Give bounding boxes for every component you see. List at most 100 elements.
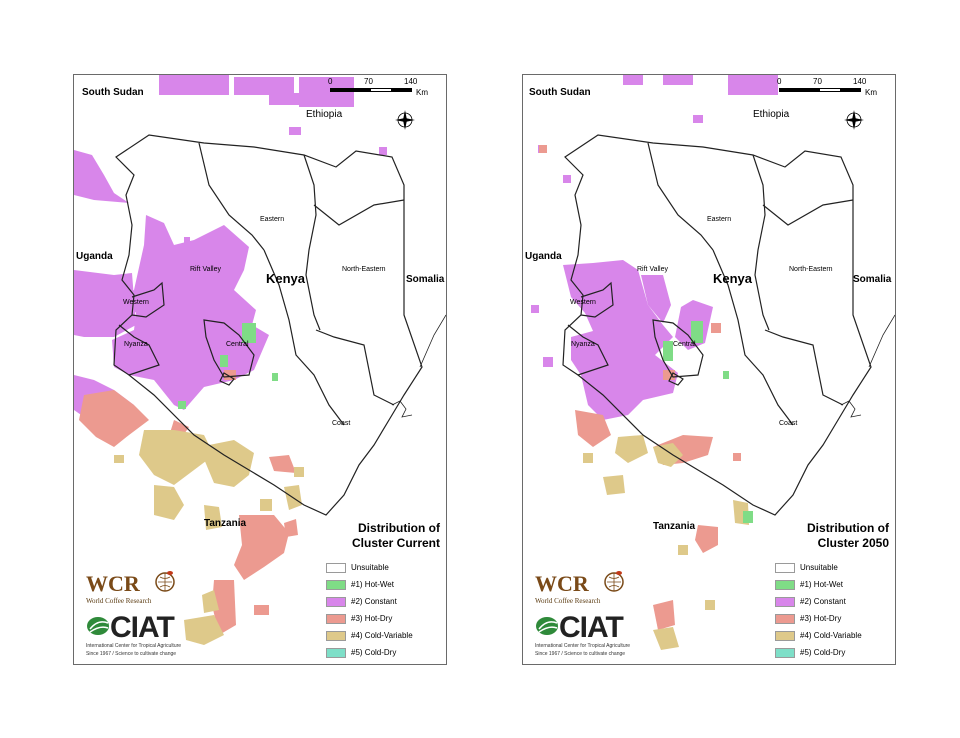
cold-variable-zone [615,435,648,463]
legend-item-constant: #2) Constant [775,593,893,610]
cold-variable-zone [154,485,184,520]
scale-tick: 140 [853,77,867,86]
region-line [764,329,844,406]
region-line [313,199,405,226]
region-line [567,324,609,376]
constant-zone [234,77,294,95]
region-label-central: Central [226,341,249,348]
cold-variable-zone [653,443,683,467]
hot-dry-zone [663,370,675,380]
legend-swatch [326,562,346,573]
place-label-south-sudan: South Sudan [529,87,591,98]
place-label-somalia: Somalia [853,274,892,285]
legend-item-hot-dry: #3) Hot-Dry [775,610,893,627]
legend-swatch [775,630,795,641]
place-label-tanzania: Tanzania [653,521,696,532]
hot-dry-zone [234,515,289,580]
hot-dry-zone [539,145,547,153]
legend-swatch [326,647,346,658]
scale-bar-graphic [779,88,861,92]
legend-title-line2: Cluster 2050 [817,536,889,550]
hot-wet-zone [691,321,703,343]
constant-zone [641,275,671,323]
cold-variable-zone [139,430,214,485]
partner-logos: WCR World Coffee Research CIAT Internati… [529,567,679,663]
constant-zone [531,305,539,313]
hot-dry-zone [79,390,149,447]
region-line [762,199,854,226]
wcr-logo-text: WCR [86,571,140,596]
legend-item-unsuitable: Unsuitable [326,559,444,576]
legend-label: #1) Hot-Wet [800,580,843,589]
region-line [647,142,714,251]
ciat-leaf-icon [536,617,558,635]
legend-label: Unsuitable [800,563,838,572]
cold-variable-zones [583,435,749,650]
hot-dry-zone [284,519,298,537]
place-label-ethiopia: Ethiopia [753,109,790,120]
kenya-border [113,134,423,516]
ciat-leaf-icon [87,617,109,635]
map-panel-2050: South Sudan Ethiopia Uganda Somalia Keny… [522,74,896,665]
cold-variable-zone [705,600,715,610]
hot-dry-zone [711,323,721,333]
legend-label: #4) Cold-Variable [351,631,413,640]
region-line [315,329,395,406]
constant-zone [74,270,136,337]
cold-variable-zone [603,475,625,495]
scale-unit: Km [416,88,428,97]
legend-title-line1: Distribution of [358,521,440,535]
legend-item-unsuitable: Unsuitable [775,559,893,576]
legend-item-cold-variable: #4) Cold-Variable [775,627,893,644]
legend-label: #3) Hot-Dry [800,614,842,623]
scale-bar-graphic [330,88,412,92]
constant-zone [159,75,229,95]
constant-zone [563,260,678,420]
region-line [219,372,235,386]
place-label-somalia: Somalia [406,274,445,285]
legend: Distribution of Cluster 2050 Unsuitable … [775,521,893,661]
legend-label: #1) Hot-Wet [351,580,394,589]
place-label-uganda: Uganda [76,251,113,262]
region-line [198,142,265,251]
legend-label: #5) Cold-Dry [800,648,846,657]
scale-tick: 70 [364,77,373,86]
coffee-globe-icon [155,571,175,592]
region-label-north-eastern: North-Eastern [789,266,833,273]
cold-variable-zone [202,590,219,613]
region-label-western: Western [123,299,149,306]
constant-zone [299,77,354,107]
constant-zone [184,237,190,251]
region-label-nyanza: Nyanza [124,341,148,348]
scale-tick: 0 [777,77,782,86]
ciat-logo-tagline: Since 1967 / Science to cultivate change [535,651,626,657]
ciat-logo-text: CIAT [110,611,175,644]
hot-dry-zones [79,370,298,635]
region-label-western: Western [570,299,596,306]
hot-dry-zone [269,455,296,473]
region-label-rift-valley: Rift Valley [637,266,668,273]
region-label-central: Central [673,341,696,348]
legend-title: Distribution of Cluster Current [326,521,444,551]
legend-swatch [326,596,346,607]
region-line [263,249,345,426]
hot-dry-zone [224,370,236,380]
wcr-logo-subtitle: World Coffee Research [86,597,152,605]
scale-bar: 0 70 140 Km [775,77,887,103]
legend-swatch [775,596,795,607]
cold-variable-zone [114,455,124,463]
place-label-ethiopia: Ethiopia [306,109,343,120]
hot-dry-zone [695,525,718,553]
region-label-nyanza: Nyanza [571,341,595,348]
legend-label: #2) Constant [351,597,397,606]
place-label-tanzania: Tanzania [204,518,247,529]
legend-item-cold-dry: #5) Cold-Dry [775,644,893,661]
cold-variable-zone [653,627,679,650]
hot-dry-zone [575,410,611,447]
scale-tick: 140 [404,77,418,86]
hot-wet-zones [663,321,753,523]
region-line [303,154,321,331]
cold-variable-zone [260,499,272,511]
kenya-map-2050 [531,75,895,650]
hot-wet-zone [220,355,228,367]
